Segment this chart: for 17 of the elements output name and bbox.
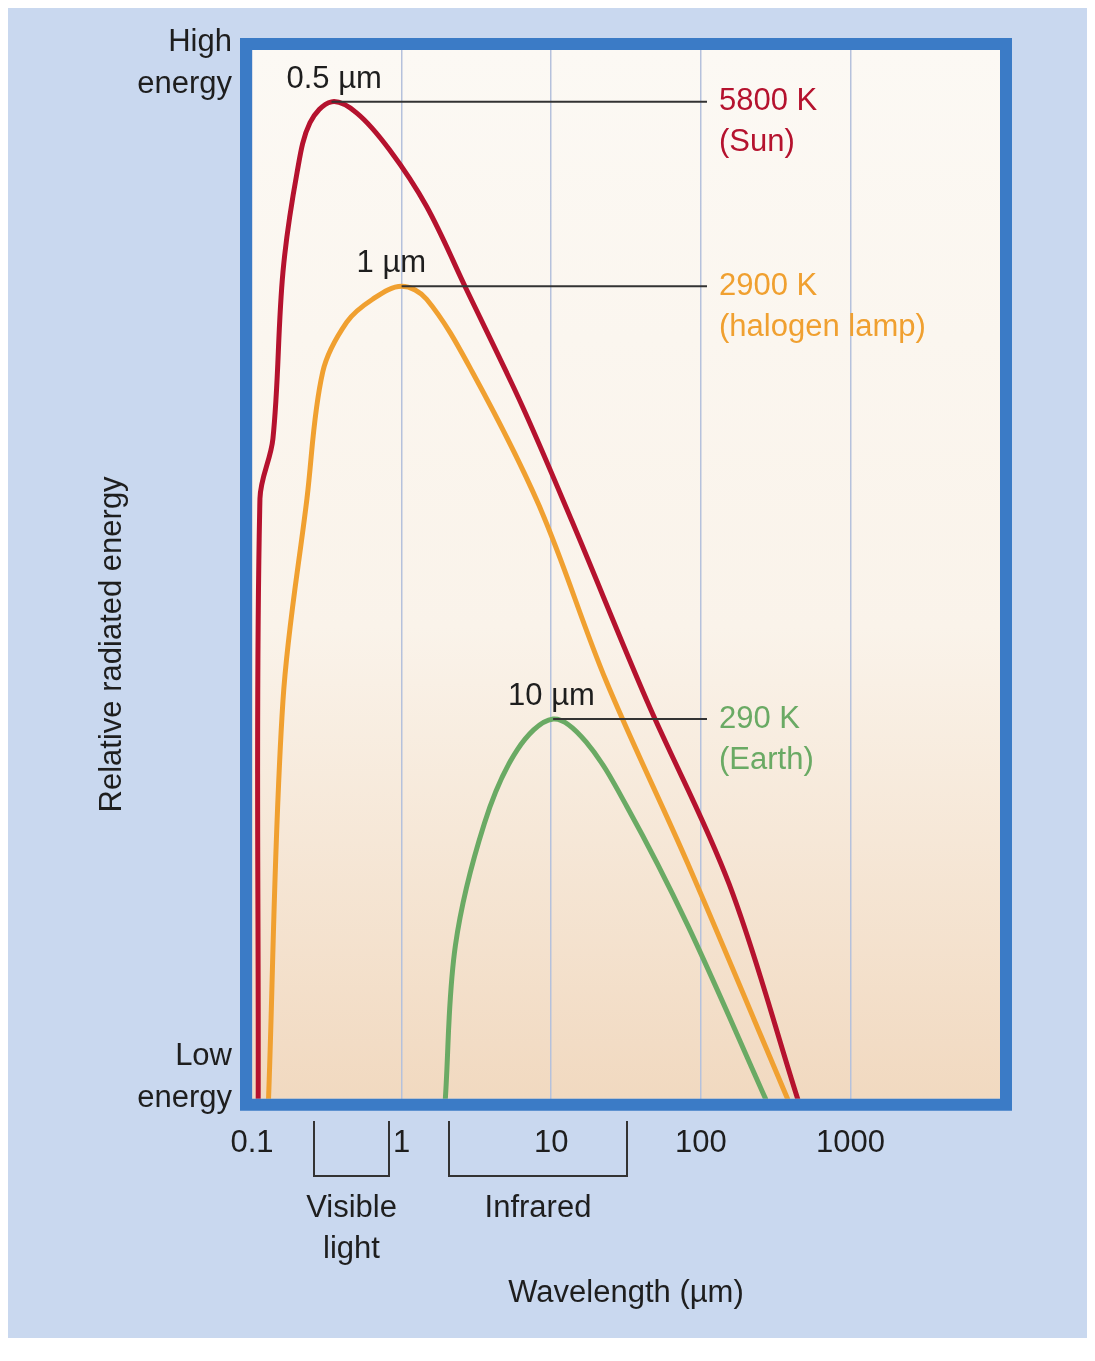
text: Low energy bbox=[137, 1037, 233, 1115]
text: 5800 K (Sun) bbox=[719, 82, 818, 159]
annotation: 1 µm bbox=[356, 244, 427, 280]
x-axis-title: Wavelength (µm) bbox=[508, 1274, 744, 1310]
text: 290 K (Earth) bbox=[719, 699, 814, 776]
x-tick-label: 10 bbox=[533, 1123, 569, 1159]
x-tick-label: 1000 bbox=[815, 1123, 885, 1159]
text: Visible light bbox=[306, 1189, 397, 1266]
annotation: 10 µm bbox=[508, 676, 595, 712]
x-tick-label: 100 bbox=[674, 1123, 727, 1159]
x-tick-label: 0.1 bbox=[230, 1123, 274, 1159]
x-tick-label: 1 bbox=[392, 1123, 411, 1159]
text: Infrared bbox=[484, 1189, 592, 1225]
text: High energy bbox=[137, 22, 233, 100]
text: 0.5 µm bbox=[286, 59, 382, 95]
y-axis-title: Relative radiated energy bbox=[92, 475, 128, 813]
text: 2900 K (halogen lamp) bbox=[719, 266, 926, 343]
